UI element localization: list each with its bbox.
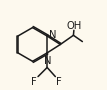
Text: N: N <box>49 30 57 40</box>
Text: F: F <box>31 77 37 87</box>
Text: F: F <box>56 77 62 87</box>
Text: OH: OH <box>67 21 82 31</box>
Text: N: N <box>44 56 52 66</box>
